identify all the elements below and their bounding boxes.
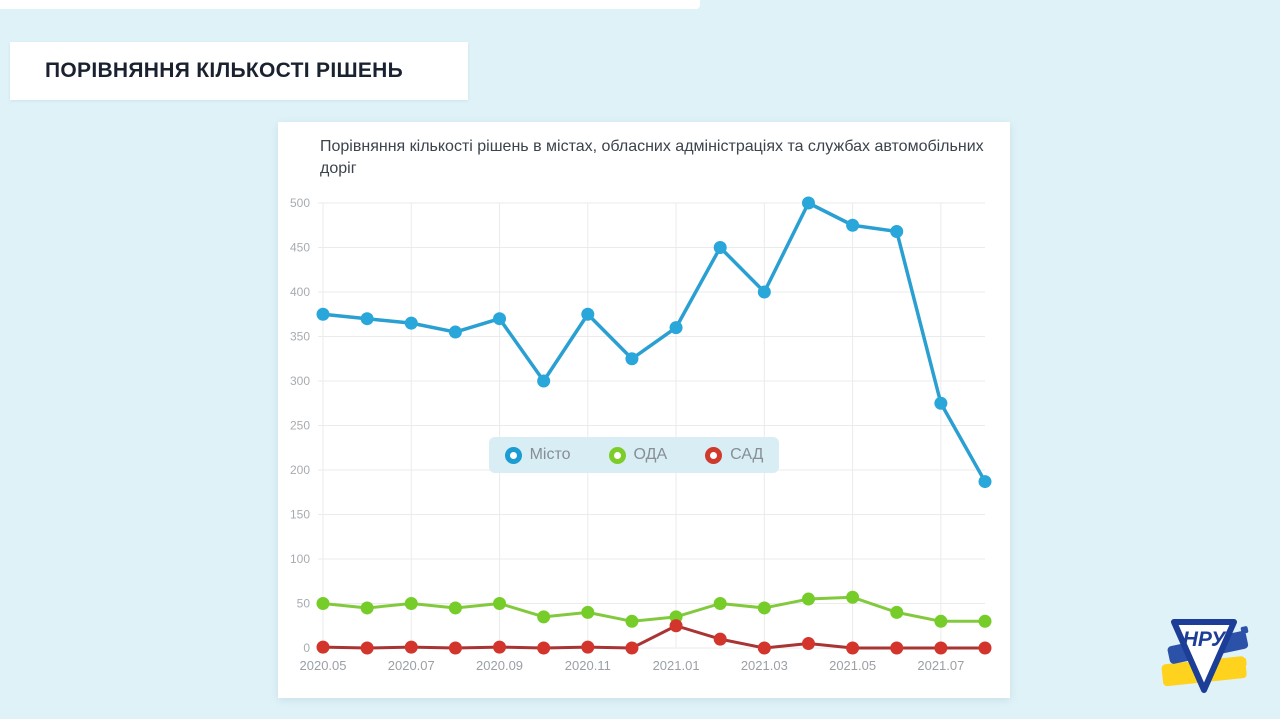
sad-series-marker-icon <box>705 446 723 464</box>
data-point-САД <box>537 641 551 655</box>
data-point-ОДА <box>713 597 727 610</box>
organization-flag-logo: НРУ <box>1161 619 1249 693</box>
page-title-box: ПОРІВНЯННЯ КІЛЬКОСТІ РІШЕНЬ <box>10 42 468 100</box>
data-point-САД <box>846 641 860 655</box>
legend-label-oda: ОДА <box>633 446 668 463</box>
data-point-ОДА <box>537 610 551 624</box>
data-point-САД <box>757 641 771 655</box>
logo-triangle <box>1171 619 1237 693</box>
data-point-Місто <box>669 321 683 335</box>
data-point-ОДА <box>801 592 815 606</box>
data-point-ОДА <box>757 601 771 615</box>
data-point-Місто <box>581 307 595 321</box>
series-line-САД <box>321 624 987 650</box>
data-point-Місто <box>625 352 639 366</box>
data-point-САД <box>713 632 727 646</box>
x-axis-tick-label: 2021.05 <box>829 658 876 673</box>
x-axis-tick-label: 2020.07 <box>388 658 435 673</box>
y-axis-tick-label: 500 <box>290 196 310 210</box>
data-point-САД <box>448 641 462 655</box>
data-point-САД <box>360 641 374 655</box>
data-point-Місто <box>934 396 948 410</box>
series-line-ОДА <box>321 595 987 623</box>
data-point-ОДА <box>581 605 595 619</box>
data-point-ОДА <box>934 614 948 628</box>
data-point-Місто <box>316 307 330 321</box>
x-axis-tick-label: 2020.09 <box>476 658 523 673</box>
data-point-САД <box>890 641 904 655</box>
data-point-САД <box>934 641 948 655</box>
y-axis-tick-label: 450 <box>290 241 310 255</box>
data-point-Місто <box>537 374 551 388</box>
legend-label-sad: САД <box>730 446 764 463</box>
chart-legend: Місто ОДА САД <box>489 437 779 473</box>
data-point-ОДА <box>625 614 639 628</box>
y-axis-tick-label: 150 <box>290 508 310 522</box>
data-point-ОДА <box>360 601 374 615</box>
y-axis-tick-label: 200 <box>290 463 310 477</box>
logo-letters: НРУ <box>1183 628 1227 651</box>
data-point-САД <box>493 640 507 654</box>
data-point-САД <box>801 637 815 651</box>
x-axis-tick-label: 2021.07 <box>917 658 964 673</box>
data-point-Місто <box>404 316 418 330</box>
data-point-Місто <box>757 285 771 299</box>
x-axis-tick-label: 2020.11 <box>565 658 611 673</box>
y-axis-tick-label: 50 <box>297 597 311 611</box>
data-point-Місто <box>493 312 507 326</box>
page-title: ПОРІВНЯННЯ КІЛЬКОСТІ РІШЕНЬ <box>45 59 404 82</box>
x-axis-tick-label: 2021.01 <box>653 658 700 673</box>
data-point-ОДА <box>493 597 507 610</box>
y-axis-tick-label: 400 <box>290 285 310 299</box>
y-axis-tick-label: 100 <box>290 552 310 566</box>
misto-series-marker-icon <box>504 446 522 464</box>
data-point-САД <box>316 640 330 654</box>
data-point-САД <box>404 640 418 654</box>
data-point-ОДА <box>404 597 418 610</box>
x-axis-tick-label: 2020.05 <box>300 658 347 673</box>
y-axis-tick-label: 300 <box>290 374 310 388</box>
data-point-САД <box>978 641 992 655</box>
data-point-САД <box>669 619 683 633</box>
data-point-Місто <box>890 224 904 238</box>
data-point-САД <box>625 641 639 655</box>
data-point-ОДА <box>978 614 992 628</box>
data-point-Місто <box>360 312 374 326</box>
data-point-ОДА <box>846 590 860 604</box>
series-line-Місто <box>321 201 987 484</box>
chart-card: 0 50 100 150 200 250 300 350 400 450 500 2020.05 202… <box>278 122 1010 698</box>
legend-item-misto[interactable]: Місто <box>504 446 571 464</box>
line-chart: 0 50 100 150 200 250 300 350 400 450 500 2020.05 202… <box>290 196 992 673</box>
data-point-Місто <box>801 196 815 210</box>
data-point-САД <box>581 640 595 654</box>
data-point-Місто <box>846 218 860 232</box>
data-point-Місто <box>713 241 727 254</box>
y-axis-tick-label: 0 <box>303 641 310 655</box>
y-axis-tick-label: 350 <box>290 330 310 344</box>
oda-series-marker-icon <box>608 446 626 464</box>
data-point-Місто <box>978 475 992 489</box>
legend-item-oda[interactable]: ОДА <box>608 446 668 464</box>
data-point-Місто <box>448 325 462 339</box>
data-point-ОДА <box>316 597 330 610</box>
chart-title: Порівняння кількості рішень в містах, об… <box>320 138 984 178</box>
data-point-ОДА <box>448 601 462 615</box>
x-axis-tick-label: 2021.03 <box>741 658 788 673</box>
top-decor-strip <box>0 0 700 9</box>
legend-label-misto: Місто <box>529 446 571 463</box>
y-axis-tick-label: 250 <box>290 419 310 433</box>
data-point-ОДА <box>890 605 904 619</box>
legend-item-sad[interactable]: САД <box>705 446 763 464</box>
data-point-ОДА <box>669 610 683 624</box>
